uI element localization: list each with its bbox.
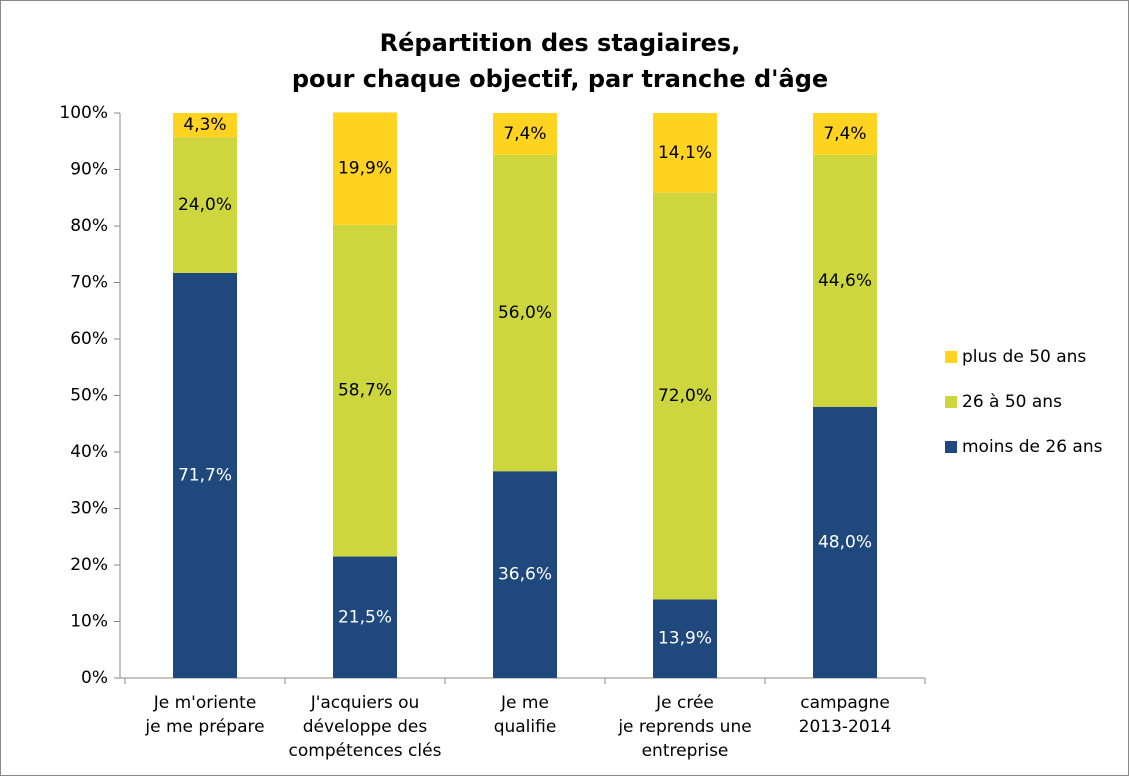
bar-segment (653, 113, 717, 193)
data-label: 4,3% (183, 115, 226, 135)
bar-segment (813, 406, 877, 678)
x-tick-label: développe des (303, 717, 428, 737)
data-label: 13,9% (658, 629, 712, 649)
x-tick-label: Je crée (655, 693, 714, 713)
y-tick-label: 70% (70, 273, 108, 293)
bar-segment (653, 192, 717, 600)
x-tick-label: je reprends une (617, 717, 751, 737)
data-label: 44,6% (818, 271, 872, 291)
legend-label: plus de 50 ans (962, 347, 1086, 367)
data-label: 48,0% (818, 532, 872, 552)
x-tick-label: qualifie (494, 717, 557, 737)
bar-segment (173, 113, 237, 138)
x-tick-label: campagne (800, 693, 890, 713)
legend-swatch (945, 396, 957, 408)
bar-segment (493, 154, 557, 472)
bar-segment (173, 137, 237, 273)
y-tick-label: 10% (70, 612, 108, 632)
chart-title: Répartition des stagiaires, (380, 29, 741, 57)
x-tick-label: Je m'oriente (153, 693, 257, 713)
legend-label: moins de 26 ans (962, 437, 1103, 457)
legend-label: 26 à 50 ans (962, 392, 1062, 412)
y-tick-label: 20% (70, 555, 108, 575)
data-label: 21,5% (338, 607, 392, 627)
bar-segment (813, 154, 877, 407)
data-label: 72,0% (658, 386, 712, 406)
bar-segment (333, 112, 397, 225)
x-tick-label: Je me (500, 693, 549, 713)
data-label: 7,4% (823, 124, 866, 144)
legend-swatch (945, 351, 957, 363)
bar-segment (493, 113, 557, 155)
data-label: 71,7% (178, 465, 232, 485)
y-tick-label: 40% (70, 442, 108, 462)
data-label: 58,7% (338, 381, 392, 401)
x-tick-label: J'acquiers ou (310, 693, 420, 713)
y-tick-label: 0% (81, 668, 108, 688)
bar-segment (333, 556, 397, 678)
x-tick-label: compétences clés (289, 741, 442, 761)
y-tick-label: 60% (70, 329, 108, 349)
data-label: 24,0% (178, 195, 232, 215)
bar-segment (813, 113, 877, 155)
y-tick-label: 50% (70, 386, 108, 406)
y-tick-label: 90% (70, 160, 108, 180)
bar-segment (493, 471, 557, 678)
bar-segment (653, 599, 717, 678)
x-tick-label: je me prépare (144, 717, 264, 737)
x-tick-label: entreprise (642, 741, 729, 761)
data-label: 36,6% (498, 565, 552, 585)
x-tick-label: 2013-2014 (799, 717, 892, 737)
legend-swatch (945, 441, 957, 453)
bar-segment (173, 272, 237, 678)
y-tick-label: 30% (70, 499, 108, 519)
data-label: 19,9% (338, 159, 392, 179)
data-label: 14,1% (658, 143, 712, 163)
data-label: 56,0% (498, 303, 552, 323)
bar-segment (333, 224, 397, 557)
data-label: 7,4% (503, 124, 546, 144)
y-tick-label: 80% (70, 216, 108, 236)
chart-title: pour chaque objectif, par tranche d'âge (292, 65, 828, 93)
y-tick-label: 100% (59, 103, 108, 123)
